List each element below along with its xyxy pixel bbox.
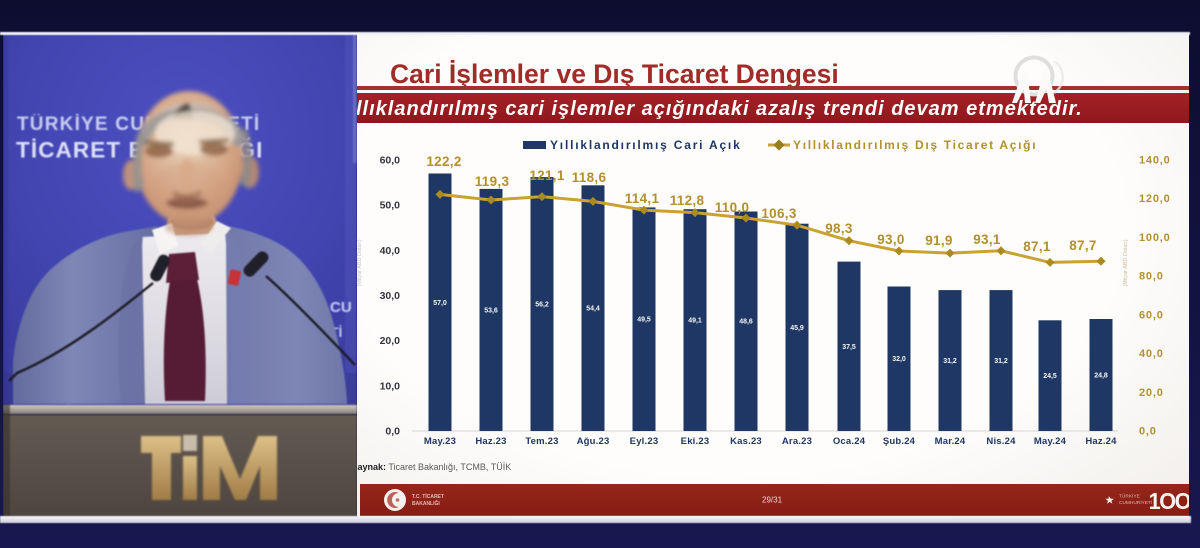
svg-text:Eki.23: Eki.23 (681, 436, 710, 447)
svg-text:87,1: 87,1 (1023, 239, 1051, 254)
svg-text:(Milyar ABD Doları): (Milyar ABD Doları) (357, 239, 363, 286)
svg-text:119,3: 119,3 (475, 174, 510, 189)
svg-text:56,2: 56,2 (535, 302, 549, 309)
svg-text:87,7: 87,7 (1069, 238, 1096, 253)
svg-text:24,5: 24,5 (1043, 373, 1057, 380)
svg-text:118,6: 118,6 (572, 170, 607, 185)
svg-text:29/31: 29/31 (762, 496, 783, 505)
svg-text:40,0: 40,0 (1139, 348, 1164, 360)
svg-text:Haz.24: Haz.24 (1085, 436, 1117, 447)
svg-text:122,2: 122,2 (426, 154, 461, 169)
svg-text:CUMHURİYETİ: CUMHURİYETİ (1119, 499, 1152, 506)
svg-text:53,6: 53,6 (484, 307, 498, 314)
svg-text:31,2: 31,2 (994, 358, 1008, 365)
svg-text:106,3: 106,3 (761, 206, 796, 221)
svg-text:Mar.24: Mar.24 (935, 436, 966, 447)
svg-text:49,1: 49,1 (688, 318, 702, 325)
svg-text:Nis.24: Nis.24 (986, 436, 1016, 447)
svg-text:CU: CU (330, 299, 352, 316)
svg-text:Tem.23: Tem.23 (525, 436, 558, 447)
svg-text:114,1: 114,1 (625, 191, 660, 206)
svg-text:May.23: May.23 (424, 436, 456, 447)
svg-text:BAKANLIĞI: BAKANLIĞI (412, 499, 440, 507)
svg-text:Haz.23: Haz.23 (475, 436, 506, 447)
svg-text:Oca.24: Oca.24 (833, 436, 866, 447)
svg-text:60,0: 60,0 (380, 155, 401, 167)
svg-text:100,0: 100,0 (1139, 232, 1171, 244)
svg-text:0,0: 0,0 (385, 426, 400, 438)
svg-text:140,0: 140,0 (1139, 155, 1171, 167)
svg-text:(Milyar ABD Doları): (Milyar ABD Doları) (1123, 239, 1129, 286)
svg-text:20,0: 20,0 (1139, 387, 1164, 399)
svg-text:Yıllıklandırılmış Cari Açık: Yıllıklandırılmış Cari Açık (550, 138, 742, 152)
svg-text:54,4: 54,4 (586, 306, 600, 313)
svg-text:32,0: 32,0 (892, 356, 906, 363)
svg-text:98,3: 98,3 (825, 221, 853, 236)
svg-text:30,0: 30,0 (380, 290, 401, 302)
svg-text:49,5: 49,5 (637, 317, 651, 324)
svg-text:10,0: 10,0 (380, 380, 401, 392)
svg-text:60,0: 60,0 (1139, 309, 1164, 321)
svg-text:May.24: May.24 (1034, 436, 1067, 447)
svg-text:37,5: 37,5 (842, 344, 856, 351)
svg-text:93,1: 93,1 (973, 232, 1001, 247)
svg-text:0,0: 0,0 (1139, 426, 1157, 438)
svg-text:Kas.23: Kas.23 (730, 436, 762, 447)
svg-text:110,0: 110,0 (715, 200, 750, 215)
svg-text:121,1: 121,1 (529, 168, 564, 183)
svg-text:120,0: 120,0 (1139, 193, 1171, 205)
svg-text:Ağu.23: Ağu.23 (577, 436, 610, 447)
svg-text:57,0: 57,0 (433, 300, 447, 307)
svg-text:20,0: 20,0 (380, 335, 401, 347)
svg-text:Yıllıklandırılmış Dış Ticaret: Yıllıklandırılmış Dış Ticaret Açığı (793, 138, 1037, 152)
svg-text:T.C. TİCARET: T.C. TİCARET (412, 493, 444, 500)
svg-text:93,0: 93,0 (877, 232, 904, 247)
svg-text:Eyl.23: Eyl.23 (630, 436, 659, 447)
svg-text:80,0: 80,0 (1139, 271, 1164, 283)
svg-text:50,0: 50,0 (380, 200, 401, 212)
svg-text:112,8: 112,8 (670, 193, 705, 208)
svg-text:Ara.23: Ara.23 (782, 436, 812, 447)
svg-text:91,9: 91,9 (925, 233, 952, 248)
svg-text:31,2: 31,2 (943, 358, 957, 365)
svg-text:45,9: 45,9 (790, 325, 804, 332)
svg-text:Şub.24: Şub.24 (883, 436, 916, 447)
svg-text:24,8: 24,8 (1094, 373, 1108, 380)
svg-text:TÜRKİYE: TÜRKİYE (1119, 493, 1140, 500)
svg-text:40,0: 40,0 (380, 245, 401, 257)
svg-text:1OO: 1OO (1149, 488, 1189, 514)
svg-text:48,6: 48,6 (739, 319, 753, 326)
